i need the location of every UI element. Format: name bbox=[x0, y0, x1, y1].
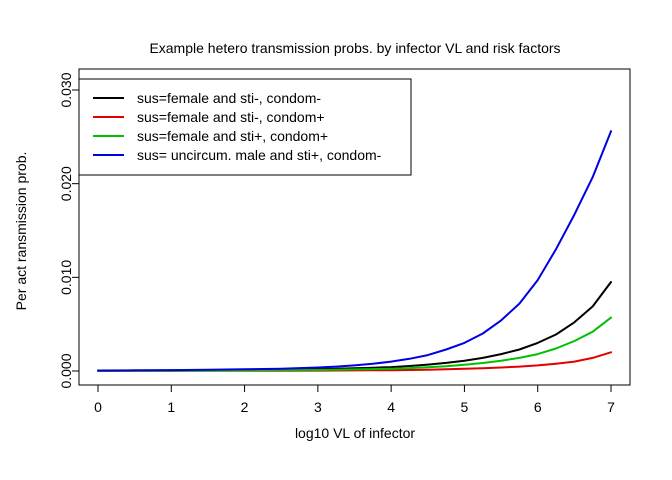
legend-label-3: sus=female and sti+, condom+ bbox=[137, 128, 328, 144]
series-layer bbox=[97, 130, 612, 372]
x-axis-label: log10 VL of infector bbox=[295, 425, 415, 441]
series-line-1 bbox=[97, 281, 612, 372]
x-tick-label: 2 bbox=[241, 399, 249, 415]
x-tick-label: 1 bbox=[167, 399, 175, 415]
legend-label-4: sus= uncircum. male and sti+, condom- bbox=[137, 147, 382, 163]
y-tick-label: 0.020 bbox=[58, 166, 74, 201]
series-line-4 bbox=[97, 130, 612, 372]
x-tick-label: 4 bbox=[387, 399, 395, 415]
y-axis-label: Per act ransmission prob. bbox=[13, 152, 29, 311]
legend-items: sus=female and sti-, condom-sus=female a… bbox=[93, 90, 382, 163]
legend: sus=female and sti-, condom-sus=female a… bbox=[78, 78, 412, 176]
y-tick-label: 0.010 bbox=[58, 260, 74, 295]
x-tick-label: 7 bbox=[607, 399, 615, 415]
x-tick-label: 5 bbox=[461, 399, 469, 415]
y-tick-label: 0.000 bbox=[58, 353, 74, 388]
legend-label-2: sus=female and sti-, condom+ bbox=[137, 109, 325, 125]
legend-label-1: sus=female and sti-, condom- bbox=[137, 90, 321, 106]
x-tick-label: 0 bbox=[94, 399, 102, 415]
x-axis: 0 1 2 3 4 5 6 7 bbox=[94, 384, 615, 415]
legend-box bbox=[78, 78, 412, 176]
y-axis: 0.000 0.010 0.020 0.030 bbox=[58, 72, 80, 389]
x-tick-label: 6 bbox=[534, 399, 542, 415]
y-tick-label: 0.030 bbox=[58, 72, 74, 107]
x-tick-label: 3 bbox=[314, 399, 322, 415]
chart-title: Example hetero transmission probs. by in… bbox=[149, 40, 560, 56]
